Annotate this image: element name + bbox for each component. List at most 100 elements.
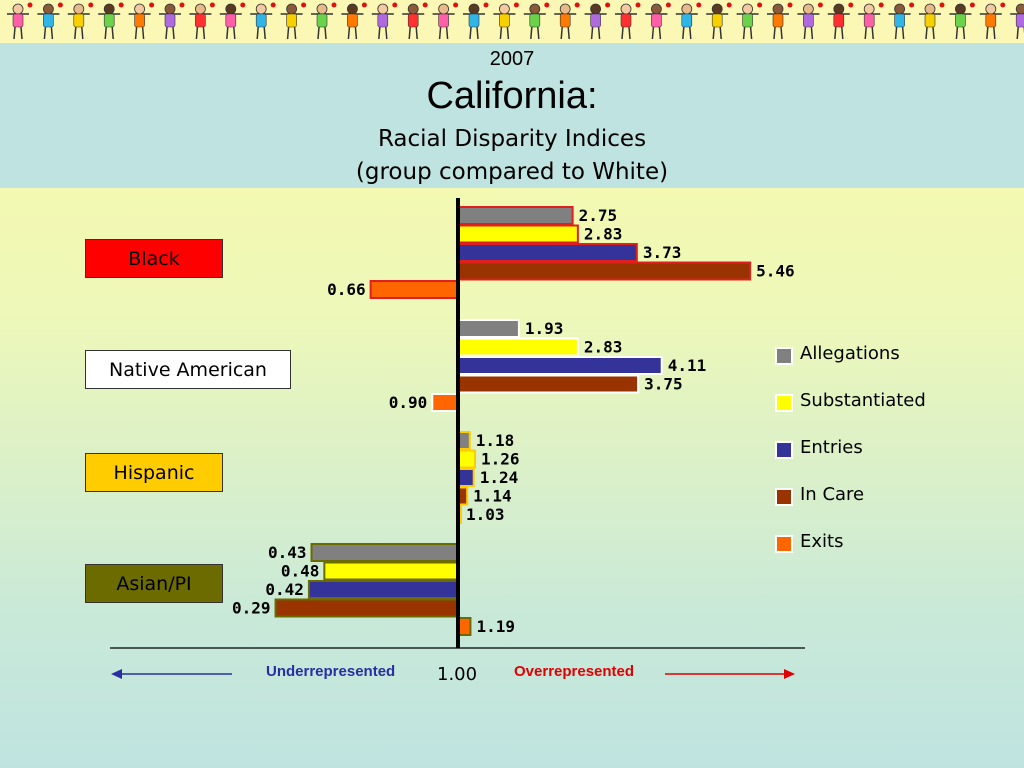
banner-figure [432,2,459,40]
banner-figure [98,2,124,40]
banner-figure [827,2,854,40]
banner-figure [888,2,915,40]
bar-value-label: 2.75 [579,206,618,225]
bar-native-american-allegations [457,319,520,338]
banner-figure [797,2,823,40]
banner-figure [463,2,489,40]
banner-figure [189,2,215,40]
bar-hispanic-substantiated [457,449,477,469]
banner-figure [128,2,155,40]
legend-item-entries: Entries [775,437,975,461]
category-label-hispanic: Hispanic [85,453,223,492]
chart-year: 2007 [489,48,535,70]
banner-figure [341,2,367,40]
legend-label: Entries [800,437,863,458]
banner-figure [493,2,519,40]
bar-value-label: 5.46 [756,262,795,281]
category-label-black: Black [85,239,223,278]
bar-hispanic-entries [457,468,475,487]
legend-label: In Care [800,484,865,505]
kids-banner [0,0,1024,43]
left-arrow-icon [111,669,232,679]
bar-value-label: 1.26 [481,450,520,469]
underrepresented-label: Underrepresented [266,663,396,680]
bar-value-label: 0.42 [265,580,304,599]
banner-figure [736,2,763,40]
banner-figure [311,2,337,40]
bar-black-entries [457,243,638,262]
bar-value-label: 0.43 [268,543,307,562]
bar-value-label: 1.03 [466,505,505,524]
bar-value-label: 3.75 [644,375,683,394]
banner-figure [919,2,945,40]
bar-value-label: 4.11 [668,356,707,375]
bar-value-label: 1.18 [476,431,515,450]
bar-value-label: 1.93 [525,319,564,338]
slide-header: 2007 California: Racial Disparity Indice… [0,43,1024,188]
bar-black-in-care [457,261,752,281]
bar-black-substantiated [457,224,579,244]
legend-swatch [775,441,793,459]
legend-swatch [775,347,793,365]
subtitle-line-2: (group compared to White) [355,159,669,185]
legend-label: Allegations [800,343,900,364]
category-label-asian-pi: Asian/PI [85,564,223,603]
overrepresented-label: Overrepresented [514,663,635,680]
kids-banner-illustration [7,2,1024,40]
subtitle-line-1: Racial Disparity Indices [377,126,647,152]
banner-figure [219,2,246,40]
chart-title: California: [426,75,598,117]
legend-swatch [775,488,793,506]
bar-black-allegations [457,206,574,225]
bar-native-american-in-care [457,374,640,394]
legend-item-in-care: In Care [775,484,975,508]
bar-native-american-exits [431,393,459,412]
legend-swatch [775,535,793,553]
banner-figure [67,2,94,40]
legend-label: Exits [800,531,844,552]
bar-asian-pi-entries [307,580,459,599]
legend-label: Substantiated [800,390,926,411]
banner-figure [706,2,732,40]
bar-value-label: 1.19 [476,617,515,636]
banner-figure [675,2,702,40]
banner-figure [250,2,276,40]
bar-value-label: 0.90 [389,393,428,412]
banner-figure [37,2,63,40]
bar-value-label: 1.14 [473,487,512,506]
bar-native-american-substantiated [457,337,579,357]
bar-value-label: 1.24 [480,468,519,487]
banner-figure [554,2,580,40]
banner-figure [615,2,641,40]
legend-item-exits: Exits [775,531,975,555]
banner-figure [858,2,884,40]
bar-black-exits [369,280,459,299]
banner-figure [584,2,611,40]
banner-figure [767,2,793,40]
category-label-native-american: Native American [85,350,291,389]
bar-value-label: 0.48 [281,562,320,581]
banner-figure [645,2,671,40]
banner-figure [402,2,428,40]
banner-figure [371,2,398,40]
bar-value-label: 0.66 [327,280,366,299]
right-arrow-icon [665,669,795,679]
legend-item-substantiated: Substantiated [775,390,975,414]
banner-figure [523,2,550,40]
bar-native-american-entries [457,356,663,375]
bar-asian-pi-allegations [310,543,460,562]
bar-value-label: 0.29 [232,599,271,618]
bar-asian-pi-in-care [274,598,459,618]
banner-figure [1010,3,1024,40]
legend-item-allegations: Allegations [775,343,975,367]
banner-figure [280,2,307,40]
banner-figure [7,2,33,40]
banner-figure [159,2,185,40]
baseline-label: 1.00 [437,664,478,685]
legend-swatch [775,394,793,412]
bar-asian-pi-substantiated [323,561,459,581]
bar-value-label: 3.73 [643,243,682,262]
banner-figure [949,2,975,40]
bar-value-label: 2.83 [584,225,623,244]
banner-figure [979,2,1006,40]
